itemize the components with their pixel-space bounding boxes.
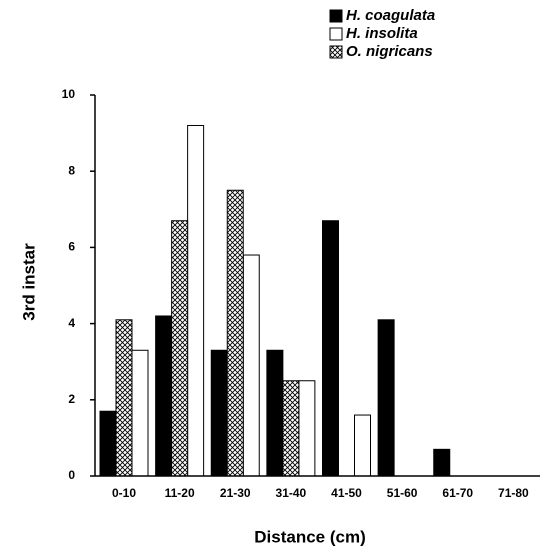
bar: [282, 380, 300, 477]
y-axis-label: 3rd instar: [19, 243, 38, 321]
legend-swatch: [329, 45, 343, 59]
bar: [377, 319, 395, 477]
bar: [210, 349, 228, 477]
bar: [171, 220, 189, 477]
x-tick-label: 51-60: [387, 486, 418, 500]
x-tick-label: 0-10: [112, 486, 136, 500]
legend-swatch: [329, 9, 343, 23]
y-tick-label: 6: [68, 240, 75, 254]
y-tick-label: 10: [62, 87, 76, 101]
x-tick-label: 31-40: [276, 486, 307, 500]
bar: [266, 349, 284, 477]
bar: [187, 124, 205, 477]
y-tick-label: 8: [68, 163, 75, 177]
bar: [433, 448, 451, 477]
bar: [155, 315, 173, 477]
bar: [115, 319, 133, 477]
bar: [131, 349, 149, 477]
x-tick-label: 11-20: [165, 486, 195, 500]
bar: [354, 414, 371, 477]
x-tick-label: 71-80: [498, 486, 529, 500]
legend-label: O. nigricans: [346, 43, 433, 60]
bar: [226, 189, 244, 477]
y-tick-label: 0: [68, 468, 75, 482]
legend-label: H. insolita: [346, 25, 418, 42]
legend-label: H. coagulata: [346, 7, 435, 24]
x-tick-label: 41-50: [331, 486, 362, 500]
y-tick-label: 2: [68, 392, 75, 406]
bar: [322, 220, 339, 477]
x-axis-label: Distance (cm): [254, 527, 365, 546]
y-tick-label: 4: [68, 316, 75, 330]
bar: [99, 410, 117, 477]
x-tick-label: 21-30: [220, 486, 251, 500]
x-tick-label: 61-70: [442, 486, 473, 500]
bar: [242, 254, 260, 477]
legend-swatch: [329, 27, 343, 41]
bar: [298, 380, 316, 477]
